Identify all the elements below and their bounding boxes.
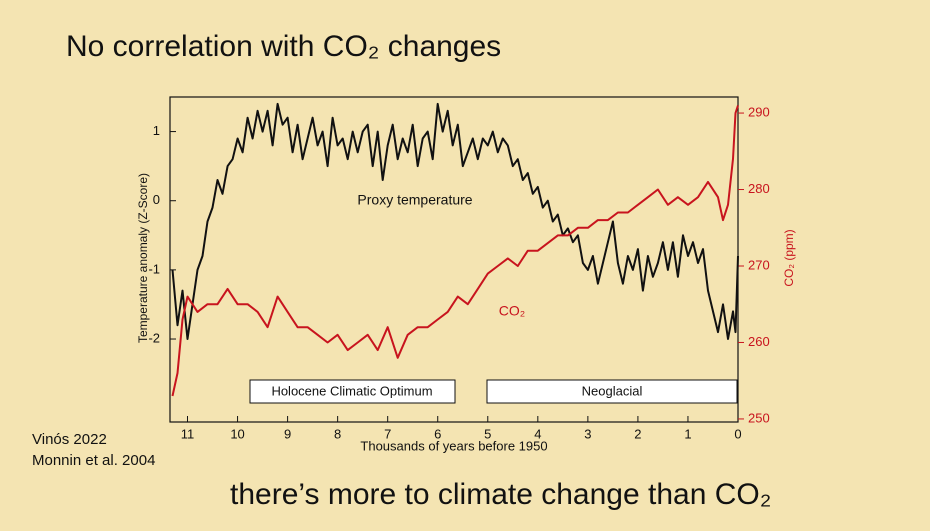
series-line [171,102,739,340]
x-tick-label: 10 [230,426,244,441]
x-tick-label: 3 [584,426,591,441]
x-tick-label: 11 [181,426,195,441]
region-box [486,379,738,404]
y-tick-label: -2 [148,330,160,345]
y-axis-label: Temperature anomaly (Z-Score) [136,173,150,343]
x-tick-label: 7 [384,426,391,441]
slide-footer: there’s more to climate change than CO₂ [230,478,771,511]
x-tick-label: 9 [284,426,291,441]
y2-tick-label: 260 [748,334,770,349]
y2-tick-label: 250 [748,410,770,425]
x-tick-label: 8 [334,426,341,441]
annotation: CO₂ [499,303,525,319]
region-box [249,379,456,404]
y2-tick-label: 270 [748,257,770,272]
region-label: Neoglacial [582,383,643,398]
x-tick-label: 0 [734,426,741,441]
x-tick-label: 6 [434,426,441,441]
x-tick-label: 4 [534,426,541,441]
region-label: Holocene Climatic Optimum [271,383,432,398]
y2-tick-label: 280 [748,181,770,196]
x-tick-label: 5 [484,426,491,441]
y-tick-label: -1 [148,261,160,276]
source: Vinós 2022 [32,431,107,448]
y2-tick-label: 290 [748,104,770,119]
y-tick-label: 1 [153,123,160,138]
x-tick-label: 2 [634,426,641,441]
annotation: Proxy temperature [357,192,472,208]
y-tick-label: 0 [153,192,160,207]
x-tick-label: 1 [684,426,691,441]
x-axis-label: Thousands of years before 1950 [360,438,547,453]
source: Monnin et al. 2004 [32,452,155,469]
slide-title: No correlation with CO₂ changes [66,30,501,63]
y2-axis-label: CO₂ (ppm) [782,229,796,286]
series-line [171,105,739,397]
